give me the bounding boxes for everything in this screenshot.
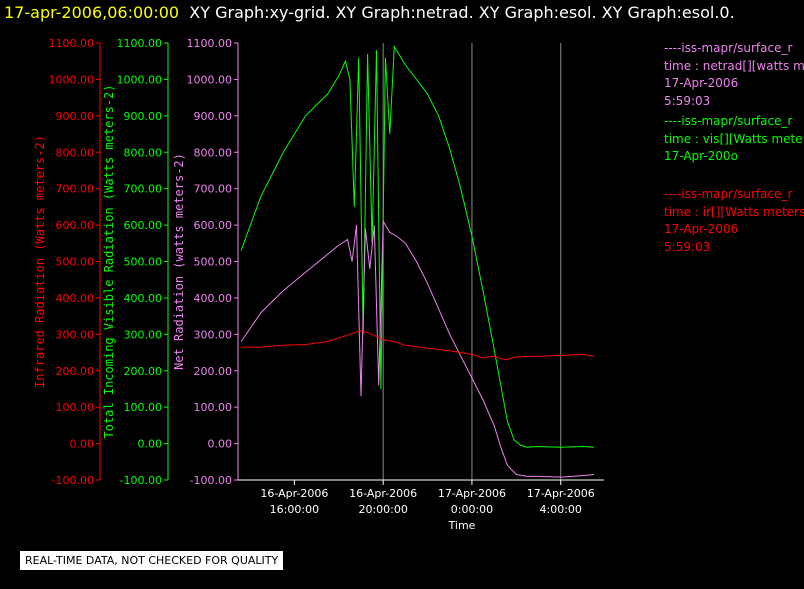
legend-vis-line: ----iss-mapr/surface_r [664,114,793,128]
net-tick-label: 1100.00 [187,37,233,50]
legend-netrad-time: 5:59:03 [664,93,711,108]
x-tick-label-date: 16-Apr-2006 [349,487,417,500]
x-tick-label-time: 16:00:00 [270,503,319,516]
x-tick-label-date: 17-Apr-2006 [438,487,506,500]
net-tick-label: 600.00 [194,219,233,232]
legend-ir-time: 5:59:03 [664,239,711,254]
title-timestamp: 17-apr-2006,06:00:00 [4,3,180,22]
net-tick-label: 800.00 [194,146,233,159]
visible-tick-label: 900.00 [124,110,163,123]
visible-tick-label: 100.00 [124,401,163,414]
visible-axis-title: Total Incoming Visible Radiation (Watts … [102,84,116,438]
visible-tick-label: 500.00 [124,256,163,269]
visible-tick-label: 600.00 [124,219,163,232]
net-tick-label: -100.00 [190,474,232,487]
net-axis-title: Net Radiation (watts meters-2) [172,153,186,370]
legend-ir-date: 17-Apr-2006 [664,222,739,237]
net-tick-label: 0.00 [208,438,233,451]
quality-disclaimer: REAL-TIME DATA, NOT CHECKED FOR QUALITY [20,551,284,570]
x-tick-label-date: 16-Apr-2006 [260,487,328,500]
visible-tick-label: 800.00 [124,146,163,159]
infrared-tick-label: 300.00 [56,328,95,341]
net-tick-label: 200.00 [194,365,233,378]
legend-netrad-date: 17-Apr-2006 [664,76,739,91]
infrared-tick-label: 1000.00 [49,73,95,86]
legend-ir-var: time : ir[][Watts meters [664,204,804,219]
net-tick-label: 500.00 [194,256,233,269]
infrared-tick-label: 1100.00 [49,37,95,50]
infrared-series-line [241,330,595,361]
infrared-axis-title: Infrared Radiation (Watts meters-2) [33,135,47,388]
legend-netrad: ----iss-mapr/surface_r time : netrad[][w… [664,40,804,110]
legend-vis: ----iss-mapr/surface_r time : vis[][Watt… [664,113,804,166]
x-axis-title: Time [448,519,476,532]
infrared-tick-label: 500.00 [56,256,95,269]
infrared-tick-label: 0.00 [70,438,95,451]
legend-ir: ----iss-mapr/surface_r time : ir[][Watts… [664,186,804,256]
net-tick-label: 300.00 [194,328,233,341]
visible-tick-label: 1000.00 [117,73,163,86]
infrared-tick-label: 700.00 [56,183,95,196]
x-tick-label-date: 17-Apr-2006 [527,487,595,500]
infrared-tick-label: 400.00 [56,292,95,305]
legend-netrad-var: time : netrad[][watts m [664,58,804,73]
visible-series-line [240,44,595,448]
net-series-line [240,219,595,478]
title-graph-list: XY Graph:xy-grid. XY Graph:netrad. XY Gr… [189,3,735,22]
x-tick-label-time: 20:00:00 [358,503,407,516]
legend-vis-date: 17-Apr-200o [664,149,738,164]
infrared-tick-label: 900.00 [56,110,95,123]
x-tick-label-time: 0:00:00 [451,503,493,516]
visible-tick-label: 200.00 [124,365,163,378]
legend-ir-line: ----iss-mapr/surface_r [664,187,793,201]
infrared-tick-label: 100.00 [56,401,95,414]
infrared-tick-label: -100.00 [52,474,94,487]
visible-tick-label: 400.00 [124,292,163,305]
x-tick-label-time: 4:00:00 [540,503,582,516]
legend-vis-var: time : vis[][Watts mete [664,131,803,146]
net-tick-label: 100.00 [194,401,233,414]
net-tick-label: 400.00 [194,292,233,305]
visible-tick-label: 700.00 [124,183,163,196]
visible-tick-label: 300.00 [124,328,163,341]
window-title: 17-apr-2006,06:00:00 XY Graph:xy-grid. X… [4,3,735,22]
visible-tick-label: 1100.00 [117,37,163,50]
net-tick-label: 1000.00 [187,73,233,86]
infrared-tick-label: 600.00 [56,219,95,232]
visible-tick-label: 0.00 [138,438,163,451]
visible-tick-label: -100.00 [120,474,162,487]
legend-netrad-line: ----iss-mapr/surface_r [664,41,793,55]
infrared-tick-label: 800.00 [56,146,95,159]
net-tick-label: 700.00 [194,183,233,196]
infrared-tick-label: 200.00 [56,365,95,378]
net-tick-label: 900.00 [194,110,233,123]
